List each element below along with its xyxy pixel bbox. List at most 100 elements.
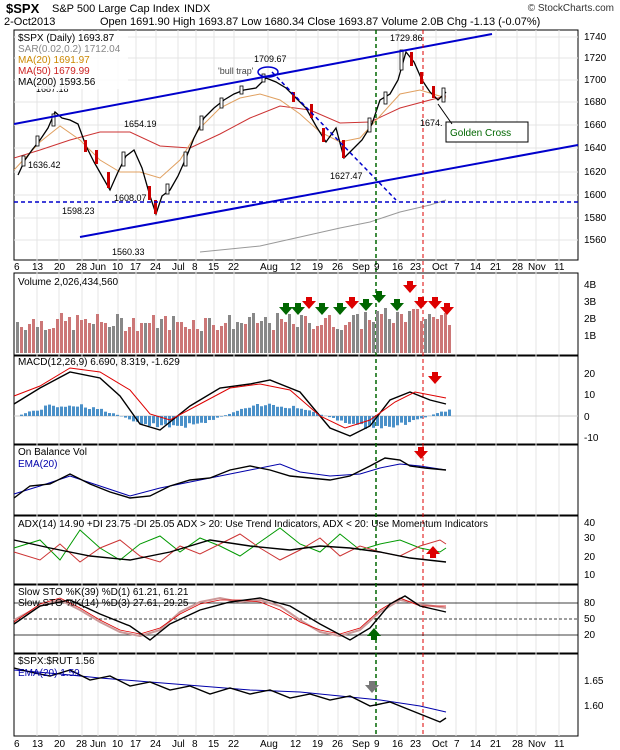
macd-hist-bar bbox=[196, 416, 199, 424]
macd-hist-bar bbox=[276, 406, 279, 416]
volume-bar bbox=[328, 315, 331, 353]
price-tick: 1560 bbox=[584, 235, 607, 246]
volume-bar bbox=[220, 326, 223, 353]
bull-trap-circle bbox=[257, 66, 279, 78]
golden-cross-label: Golden Cross bbox=[450, 128, 511, 139]
volume-bar bbox=[140, 323, 143, 353]
x-tick: Jul bbox=[172, 262, 185, 273]
price-tick: 1660 bbox=[584, 120, 607, 131]
volume-bar bbox=[48, 329, 51, 353]
x-tick: 14 bbox=[470, 739, 482, 750]
macd-hist-bar bbox=[328, 416, 331, 418]
macd-hist-bar bbox=[80, 404, 83, 416]
volume-bar bbox=[96, 314, 99, 353]
price-tick: 1640 bbox=[584, 143, 607, 154]
volume-bar bbox=[424, 319, 427, 353]
x-tick: 10 bbox=[112, 739, 124, 750]
ratio-line bbox=[13, 667, 447, 723]
macd-hist-bar bbox=[32, 410, 35, 416]
volume-tick: 3B bbox=[584, 297, 597, 308]
macd-hist-bar bbox=[296, 408, 299, 416]
x-tick: 21 bbox=[490, 262, 502, 273]
volume-bar bbox=[368, 320, 371, 353]
volume-bar bbox=[104, 323, 107, 353]
macd-hist-bar bbox=[224, 415, 227, 416]
exchange-label: INDX bbox=[184, 3, 211, 15]
volume-bar bbox=[276, 313, 279, 353]
legend-ma200: MA(200) 1593.56 bbox=[18, 77, 96, 88]
adx-legend: ADX(14) 14.90 +DI 23.75 -DI 25.05 ADX > … bbox=[18, 519, 488, 530]
volume-bar bbox=[400, 314, 403, 353]
volume-bar bbox=[192, 320, 195, 353]
macd-hist-bar bbox=[364, 416, 367, 429]
x-tick: 28 bbox=[76, 739, 88, 750]
volume-bar bbox=[88, 323, 91, 353]
macd-hist-bar bbox=[388, 416, 391, 427]
x-tick: Aug bbox=[260, 739, 278, 750]
sto14-d-line bbox=[13, 597, 446, 635]
legend-sar: SAR(0.02,0.2) 1712.04 bbox=[18, 44, 121, 55]
macd-tick: 20 bbox=[584, 369, 596, 380]
macd-hist-bar bbox=[136, 416, 139, 422]
x-tick: 28 bbox=[512, 262, 524, 273]
chart-header: $SPX S&P 500 Large Cap Index INDX © Stoc… bbox=[0, 1, 620, 16]
macd-hist-bar bbox=[156, 416, 159, 428]
brand-watermark[interactable]: © StockCharts.com bbox=[527, 3, 614, 14]
macd-hist-bar bbox=[184, 416, 187, 428]
macd-hist-bar bbox=[356, 416, 359, 425]
sto-tick: 20 bbox=[584, 630, 596, 641]
volume-bar bbox=[408, 311, 411, 353]
macd-hist-bar bbox=[248, 407, 251, 416]
volume-bar bbox=[420, 321, 423, 353]
volume-bar bbox=[296, 327, 299, 353]
macd-hist-bar bbox=[320, 414, 323, 416]
macd-hist-bar bbox=[264, 405, 267, 416]
volume-bar bbox=[412, 309, 415, 353]
volume-bar bbox=[372, 322, 375, 353]
price-tick: 1620 bbox=[584, 167, 607, 178]
volume-bar bbox=[152, 315, 155, 353]
macd-hist-bar bbox=[152, 416, 155, 424]
x-tick: 12 bbox=[290, 739, 302, 750]
volume-bar bbox=[288, 314, 291, 353]
up-candles bbox=[21, 49, 446, 195]
macd-hist-bar bbox=[272, 404, 275, 416]
volume-bar bbox=[124, 331, 127, 353]
ratio-tick: 1.65 bbox=[584, 676, 604, 687]
volume-bar bbox=[116, 314, 119, 353]
volume-bar bbox=[148, 323, 151, 353]
x-tick: 9 bbox=[374, 739, 380, 750]
price-label: 1654.19 bbox=[124, 119, 157, 129]
volume-bar bbox=[392, 323, 395, 353]
macd-hist-bar bbox=[56, 407, 59, 416]
x-tick: 28 bbox=[512, 739, 524, 750]
volume-bar bbox=[44, 330, 47, 353]
macd-tick: -10 bbox=[584, 433, 599, 444]
x-tick: 16 bbox=[392, 739, 404, 750]
macd-hist-bar bbox=[260, 406, 263, 416]
volume-bar bbox=[36, 327, 39, 353]
volume-bar bbox=[136, 331, 139, 353]
x-tick: 11 bbox=[554, 262, 565, 273]
volume-bar bbox=[196, 329, 199, 353]
macd-hist-bar bbox=[216, 416, 219, 418]
macd-hist-bar bbox=[400, 416, 403, 423]
x-tick: 12 bbox=[290, 262, 302, 273]
macd-hist-bar bbox=[188, 416, 191, 424]
macd-hist-bar bbox=[352, 416, 355, 424]
macd-hist-bar bbox=[404, 416, 407, 425]
x-tick: Sep bbox=[352, 739, 370, 750]
adx-red-arrow bbox=[426, 546, 440, 558]
ohlc-summary: Open 1691.90 High 1693.87 Low 1680.34 Cl… bbox=[100, 16, 541, 28]
macd-hist-bar bbox=[288, 408, 291, 416]
volume-bar bbox=[24, 330, 27, 353]
macd-hist-bar bbox=[432, 414, 435, 416]
volume-bar bbox=[224, 323, 227, 353]
macd-hist-bar bbox=[104, 411, 107, 416]
volume-bar bbox=[84, 319, 87, 353]
x-tick: 16 bbox=[392, 262, 404, 273]
volume-bars bbox=[16, 308, 451, 353]
macd-hist-bar bbox=[88, 408, 91, 416]
volume-bar bbox=[144, 323, 147, 353]
x-tick: 26 bbox=[332, 262, 344, 273]
